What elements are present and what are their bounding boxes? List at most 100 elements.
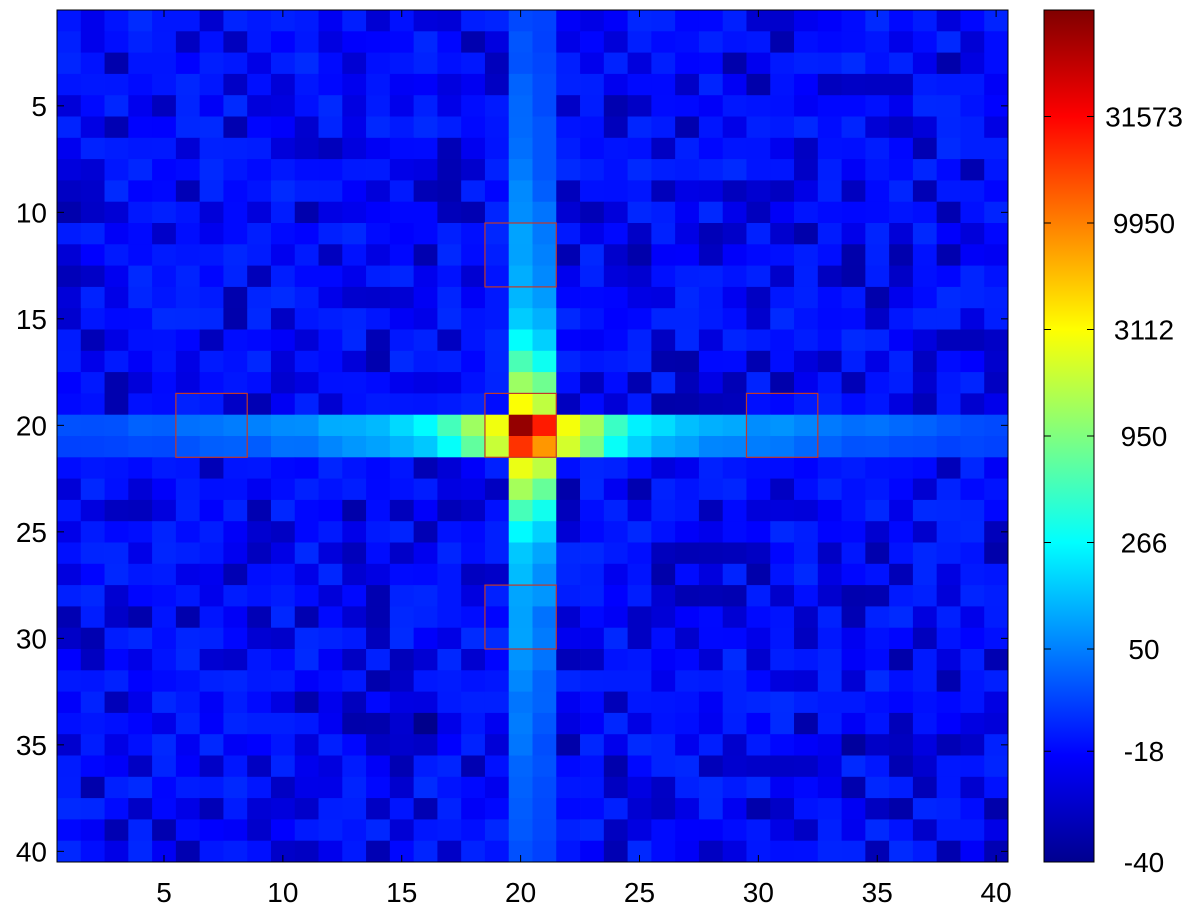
- heatmap-cell: [389, 414, 415, 437]
- heatmap-cell: [366, 137, 391, 160]
- heatmap-cell: [627, 137, 652, 160]
- heatmap-cell: [841, 819, 866, 842]
- heatmap-cell: [223, 585, 248, 607]
- heatmap-cell: [817, 180, 842, 203]
- heatmap-cell: [389, 393, 415, 416]
- heatmap-cell: [984, 478, 1009, 501]
- heatmap-cell: [770, 414, 795, 437]
- heatmap-cell: [698, 542, 724, 565]
- heatmap-cell: [889, 350, 914, 373]
- heatmap-cell: [223, 116, 248, 139]
- heatmap-cell: [223, 244, 248, 266]
- heatmap-cell: [722, 350, 747, 373]
- heatmap-cell: [722, 627, 747, 650]
- heatmap-cell: [437, 649, 462, 671]
- heatmap-cell: [508, 457, 533, 479]
- heatmap-cell: [175, 223, 201, 245]
- heatmap-cell: [461, 521, 486, 543]
- heatmap-cell: [722, 478, 747, 501]
- heatmap-cell: [508, 521, 533, 543]
- heatmap-cell: [841, 116, 866, 139]
- heatmap-cell: [294, 521, 319, 543]
- heatmap-cell: [936, 372, 961, 394]
- heatmap-cell: [841, 52, 866, 75]
- heatmap-cell: [675, 649, 700, 671]
- heatmap-cell: [342, 265, 367, 288]
- heatmap-cell: [152, 670, 177, 692]
- heatmap-cell: [461, 201, 486, 224]
- heatmap-cell: [889, 414, 914, 437]
- heatmap-cell: [865, 329, 890, 352]
- heatmap-cell: [318, 521, 343, 543]
- heatmap-cell: [627, 776, 652, 799]
- heatmap-cell: [484, 649, 510, 671]
- heatmap-cell: [223, 734, 248, 756]
- heatmap-cell: [556, 499, 581, 522]
- heatmap-cell: [413, 265, 438, 288]
- heatmap-cell: [152, 819, 177, 842]
- heatmap-cell: [175, 180, 201, 203]
- heatmap-cell: [152, 563, 177, 586]
- heatmap-cell: [698, 776, 724, 799]
- heatmap-cell: [960, 649, 985, 671]
- roi-boxes: [175, 222, 819, 650]
- heatmap-cell: [247, 457, 272, 479]
- heatmap-cell: [698, 563, 724, 586]
- heatmap-cell: [223, 542, 248, 565]
- heatmap-cell: [437, 52, 462, 75]
- heatmap-cell: [580, 521, 605, 543]
- heatmap-cell: [603, 712, 628, 735]
- heatmap-cell: [342, 73, 367, 96]
- heatmap-cell: [841, 350, 866, 373]
- heatmap-cell: [746, 265, 771, 288]
- heatmap-cell: [603, 563, 628, 586]
- heatmap-cell: [794, 372, 819, 394]
- heatmap-cell: [152, 52, 177, 75]
- heatmap-cell: [841, 393, 866, 416]
- heatmap-cell: [556, 329, 581, 352]
- heatmap-cell: [770, 223, 795, 245]
- heatmap-cell: [580, 201, 605, 224]
- heatmap-cell: [532, 223, 557, 245]
- heatmap-cell: [580, 372, 605, 394]
- heatmap-cell: [912, 116, 938, 139]
- heatmap-cell: [651, 308, 676, 330]
- heatmap-cell: [865, 308, 890, 330]
- heatmap-cell: [199, 712, 224, 735]
- heatmap-cell: [532, 712, 557, 735]
- heatmap-cell: [413, 436, 438, 458]
- heatmap-cell: [603, 95, 628, 117]
- heatmap-cell: [865, 585, 890, 607]
- heatmap-cell: [532, 201, 557, 224]
- heatmap-cell: [437, 414, 462, 437]
- heatmap-cell: [770, 31, 795, 53]
- heatmap-cell: [413, 585, 438, 607]
- heatmap-cell: [627, 798, 652, 820]
- heatmap-cell: [223, 649, 248, 671]
- heatmap-cell: [318, 819, 343, 842]
- heatmap-cell: [318, 308, 343, 330]
- heatmap-cell: [342, 95, 367, 117]
- heatmap-cell: [389, 372, 415, 394]
- heatmap-cell: [80, 201, 105, 224]
- heatmap-cell: [865, 116, 890, 139]
- roi-box: [484, 222, 557, 288]
- heatmap-cell: [437, 308, 462, 330]
- heatmap-cell: [484, 31, 510, 53]
- heatmap-cell: [508, 819, 533, 842]
- heatmap-cell: [413, 776, 438, 799]
- heatmap-cell: [675, 691, 700, 714]
- heatmap-cell: [532, 585, 557, 607]
- heatmap-cell: [912, 606, 938, 629]
- heatmap-cell: [366, 265, 391, 288]
- heatmap-cell: [318, 95, 343, 117]
- heatmap-cell: [675, 329, 700, 352]
- heatmap-cell: [865, 223, 890, 245]
- heatmap-cell: [556, 649, 581, 671]
- heatmap-cell: [580, 52, 605, 75]
- heatmap-cell: [889, 308, 914, 330]
- heatmap-cell: [318, 372, 343, 394]
- heatmap-cell: [461, 606, 486, 629]
- heatmap-cell: [366, 649, 391, 671]
- heatmap-cell: [152, 95, 177, 117]
